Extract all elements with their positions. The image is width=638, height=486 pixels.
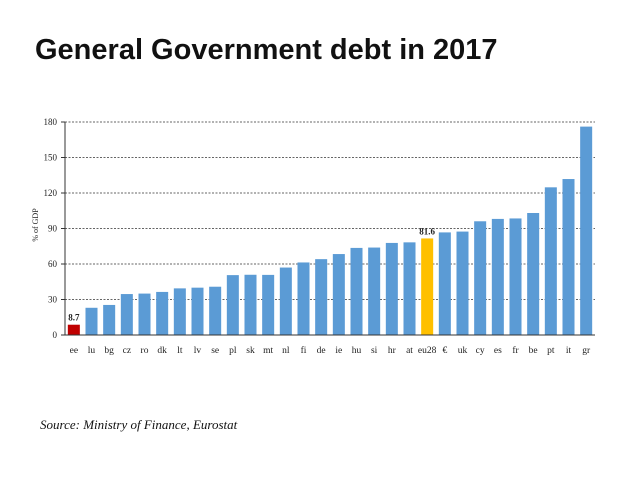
source-note: Source: Ministry of Finance, Eurostat: [40, 417, 238, 432]
x-tick-label: es: [494, 346, 502, 356]
bar-sk: [244, 274, 257, 335]
bar-be: [527, 212, 540, 335]
bar-de: [315, 259, 328, 335]
y-tick-label: 150: [44, 153, 58, 163]
bar-es: [491, 218, 504, 335]
x-tick-label: se: [211, 346, 219, 356]
bar-uk: [456, 231, 469, 335]
x-tick-label: uk: [458, 346, 468, 356]
y-tick-label: 60: [48, 259, 58, 269]
x-tick-label: dk: [157, 346, 167, 356]
x-tick-label: hu: [352, 346, 362, 356]
x-tick-label: nl: [282, 346, 290, 356]
x-tick-label: lu: [88, 346, 96, 356]
bars: [67, 126, 593, 336]
bar-pl: [226, 275, 239, 335]
x-tick-label: sk: [246, 346, 255, 356]
bar-cz: [120, 294, 133, 335]
x-tick-label: eu28: [418, 346, 437, 356]
x-tick-label: lt: [177, 346, 183, 356]
x-tick-label: ro: [141, 346, 149, 356]
x-tick-label: hr: [388, 346, 397, 356]
bar-eu28: [421, 238, 434, 335]
y-tick-label: 30: [48, 295, 58, 305]
bar-fi: [297, 262, 310, 335]
x-tick-label: cy: [476, 346, 485, 356]
x-tick-label: cz: [123, 346, 131, 356]
bar-se: [209, 286, 222, 335]
x-tick-label: lv: [194, 346, 202, 356]
data-label-ee: 8.7: [68, 313, 80, 323]
bar-fr: [509, 218, 522, 335]
bar-ee: [67, 324, 80, 335]
bar-hr: [385, 242, 398, 335]
bar-lv: [191, 287, 204, 335]
y-axis-label: % of GDP: [31, 208, 40, 242]
x-tick-label: fr: [512, 345, 519, 356]
bar-pt: [544, 187, 557, 335]
x-tick-label: si: [371, 346, 378, 356]
bar-lt: [173, 288, 186, 335]
data-label-eu28: 81.6: [419, 226, 435, 236]
x-tick-label: pt: [547, 346, 555, 356]
x-tick-label: it: [566, 346, 572, 356]
x-tick-label: at: [406, 346, 413, 356]
bar-si: [368, 247, 381, 335]
bar-ie: [332, 254, 345, 335]
bar-dk: [156, 291, 169, 335]
y-tick-label: 90: [48, 224, 58, 234]
bar-at: [403, 242, 416, 335]
x-tick-label: €: [442, 346, 447, 356]
bar-hu: [350, 247, 363, 335]
x-tick-label: gr: [582, 346, 591, 356]
bar-cy: [474, 221, 487, 335]
bar-ro: [138, 293, 151, 335]
axes: [61, 121, 595, 336]
bar-bg: [103, 304, 116, 335]
x-tick-label: be: [529, 346, 538, 356]
bar-mt: [262, 274, 275, 335]
y-tick-label: 180: [44, 117, 58, 127]
x-tick-label: bg: [104, 346, 114, 356]
x-tick-label: fi: [301, 345, 307, 356]
x-tick-label: ie: [335, 346, 342, 356]
x-tick-label: pl: [229, 346, 237, 356]
x-tick-label: mt: [263, 346, 273, 356]
x-tick-label: de: [317, 346, 326, 356]
page-title: General Government debt in 2017: [35, 34, 498, 66]
bar-it: [562, 179, 575, 335]
y-tick-label: 120: [44, 188, 58, 198]
bar-€: [438, 232, 451, 335]
bar-nl: [279, 267, 292, 335]
bar-lu: [85, 307, 98, 335]
grid-lines: [65, 121, 595, 300]
x-tick-label: ee: [70, 346, 78, 356]
bar-gr: [580, 126, 593, 336]
y-tick-label: 0: [53, 330, 58, 340]
